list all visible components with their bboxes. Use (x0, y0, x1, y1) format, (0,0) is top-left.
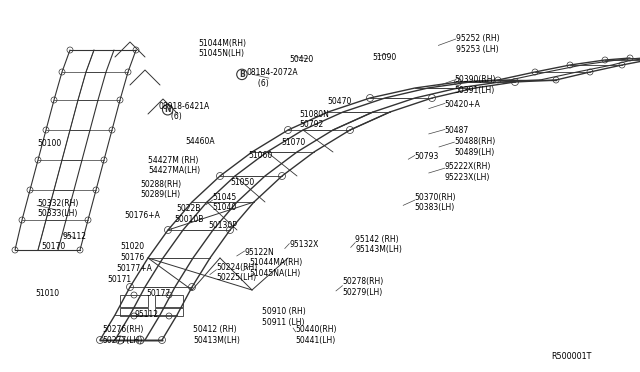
Text: N: N (164, 105, 171, 114)
Text: 50171: 50171 (108, 275, 132, 284)
Text: 51050: 51050 (230, 178, 255, 187)
Bar (120, 295, 148, 307)
Text: 50487: 50487 (445, 126, 469, 135)
Text: 50276(RH)
50277(LH): 50276(RH) 50277(LH) (102, 325, 144, 344)
Text: 50470: 50470 (328, 97, 352, 106)
Text: 5022B: 5022B (176, 204, 200, 213)
Text: 51044M(RH)
51045N(LH): 51044M(RH) 51045N(LH) (198, 39, 246, 58)
Text: 95142 (RH)
95143M(LH): 95142 (RH) 95143M(LH) (355, 235, 402, 254)
Text: 51045
51040: 51045 51040 (212, 193, 237, 212)
Text: 50288(RH)
50289(LH): 50288(RH) 50289(LH) (141, 180, 182, 199)
Text: 51060: 51060 (248, 151, 273, 160)
Text: 50332(RH)
50333(LH): 50332(RH) 50333(LH) (37, 199, 79, 218)
Text: 54460A: 54460A (186, 137, 215, 146)
Text: 50100: 50100 (37, 139, 61, 148)
Text: 50793: 50793 (415, 153, 439, 161)
Text: 50176+A: 50176+A (125, 211, 161, 220)
Text: 50130P: 50130P (208, 221, 237, 230)
Text: 95252 (RH)
95253 (LH): 95252 (RH) 95253 (LH) (456, 34, 499, 54)
Bar (120, 308, 148, 316)
Bar (155, 308, 183, 316)
Text: 50910 (RH)
50911 (LH): 50910 (RH) 50911 (LH) (262, 307, 306, 327)
Text: 50224(RH)
50225(LH): 50224(RH) 50225(LH) (216, 263, 257, 282)
Text: 95112: 95112 (134, 310, 159, 319)
Bar (155, 295, 183, 307)
Text: 081B4-2072A
     (6): 081B4-2072A (6) (246, 68, 298, 88)
Text: 95112: 95112 (63, 232, 87, 241)
Text: 50010B: 50010B (174, 215, 204, 224)
Text: 50278(RH)
50279(LH): 50278(RH) 50279(LH) (342, 278, 383, 297)
Text: 51090: 51090 (372, 53, 397, 62)
Text: 50412 (RH)
50413M(LH): 50412 (RH) 50413M(LH) (193, 325, 240, 344)
Text: 95222X(RH)
95223X(LH): 95222X(RH) 95223X(LH) (445, 162, 491, 182)
Text: B: B (239, 70, 244, 79)
Text: 50170: 50170 (42, 242, 66, 251)
Text: 51010: 51010 (35, 289, 60, 298)
Text: 50390(RH)
50391(LH): 50390(RH) 50391(LH) (454, 75, 496, 94)
Text: 50176: 50176 (120, 253, 145, 262)
Text: 54427M (RH)
54427MA(LH): 54427M (RH) 54427MA(LH) (148, 156, 200, 175)
Text: 08918-6421A
     (6): 08918-6421A (6) (159, 102, 210, 121)
Text: 50177: 50177 (146, 289, 170, 298)
Text: 50420: 50420 (289, 55, 314, 64)
Text: 51080N
50792: 51080N 50792 (300, 110, 330, 129)
Text: 51020: 51020 (120, 242, 145, 251)
Text: 50370(RH)
50383(LH): 50370(RH) 50383(LH) (415, 193, 456, 212)
Text: 95132X: 95132X (289, 240, 319, 249)
Text: 95122N: 95122N (244, 248, 274, 257)
Text: 50440(RH)
50441(LH): 50440(RH) 50441(LH) (296, 325, 337, 344)
Text: 50488(RH)
50489(LH): 50488(RH) 50489(LH) (454, 137, 495, 157)
Text: 51070: 51070 (282, 138, 306, 147)
Text: R500001T: R500001T (552, 352, 592, 361)
Text: 50177+A: 50177+A (116, 264, 152, 273)
Text: 50420+A: 50420+A (445, 100, 481, 109)
Text: 51044MA(RH)
51045NA(LH): 51044MA(RH) 51045NA(LH) (250, 258, 303, 278)
